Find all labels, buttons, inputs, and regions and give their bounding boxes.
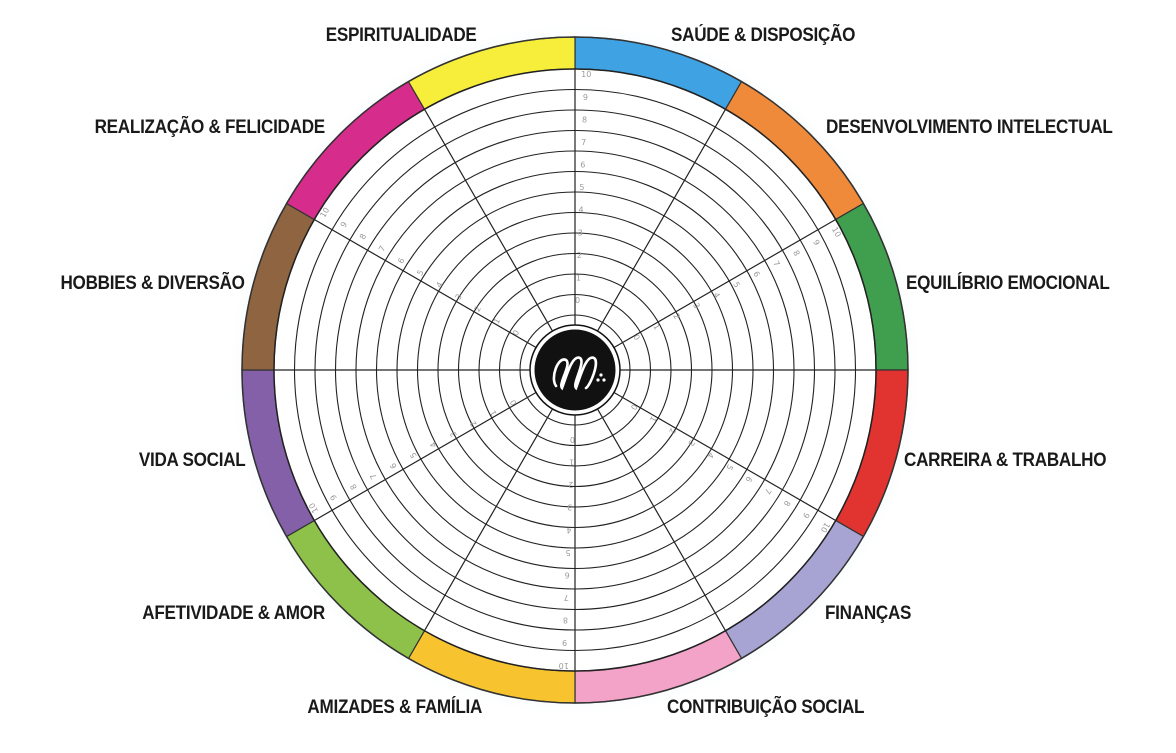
scale-number: 4 — [705, 451, 715, 460]
scale-number: 8 — [348, 482, 358, 491]
scale-number: 1 — [648, 415, 658, 424]
scale-number: 10 — [819, 521, 832, 534]
scale-number: 3 — [567, 503, 572, 512]
label-equilibrio: EQUILÍBRIO EMOCIONAL — [906, 273, 1110, 294]
scale-number: 4 — [578, 206, 583, 215]
scale-number: 2 — [667, 427, 677, 436]
scale-number: 7 — [763, 487, 773, 496]
scale-number: 2 — [568, 480, 573, 489]
scale-number: 1 — [492, 317, 502, 326]
scale-number: 0 — [629, 402, 639, 411]
scale-number: 3 — [448, 430, 458, 439]
scale-number: 1 — [488, 409, 498, 418]
scale-number: 10 — [581, 70, 591, 79]
spoke-5 — [596, 408, 727, 631]
label-contribuicao: CONTRIBUIÇÃO SOCIAL — [667, 697, 865, 718]
scale-number: 2 — [577, 251, 582, 260]
scale-number: 8 — [563, 616, 568, 625]
scale-number: 10 — [307, 501, 320, 514]
scale-number: 5 — [724, 463, 734, 472]
scale-number: 8 — [782, 499, 792, 508]
scale-number: 10 — [318, 206, 331, 219]
scale-number: 1 — [576, 273, 581, 282]
label-afetividade: AFETIVIDADE & AMOR — [142, 603, 325, 624]
scale-number: 7 — [377, 244, 387, 253]
scale-number: 7 — [368, 472, 378, 481]
label-desenvolvimento: DESENVOLVIMENTO INTELECTUAL — [826, 117, 1113, 138]
spoke-4 — [613, 391, 836, 522]
scale-number: 5 — [408, 451, 418, 460]
scale-number: 9 — [339, 220, 349, 229]
scale-number: 2 — [468, 419, 478, 428]
scale-number: 0 — [570, 435, 575, 444]
scale-number: 7 — [581, 138, 586, 147]
scale-number: 5 — [731, 280, 741, 289]
scale-number: 3 — [686, 439, 696, 448]
label-amizades: AMIZADES & FAMÍLIA — [307, 697, 482, 718]
scale-number: 6 — [396, 256, 406, 265]
center-logo — [529, 324, 621, 416]
scale-number: 6 — [580, 161, 585, 170]
spoke-11 — [423, 109, 554, 332]
scale-number: 6 — [743, 475, 753, 484]
spoke-1 — [596, 109, 727, 332]
scale-number: 1 — [651, 323, 661, 332]
scale-number: 9 — [328, 493, 338, 502]
scale-number: 7 — [564, 593, 569, 602]
spoke-2 — [613, 218, 836, 349]
spoke-7 — [423, 408, 554, 631]
scale-number: 5 — [579, 183, 584, 192]
scale-number: 4 — [711, 291, 721, 300]
segment-spokes — [274, 69, 876, 671]
label-espiritualidade: ESPIRITUALIDADE — [326, 25, 477, 46]
scale-number: 10 — [830, 225, 843, 238]
scale-number: 3 — [578, 228, 583, 237]
scale-number: 4 — [434, 280, 444, 289]
scale-number: 8 — [358, 232, 368, 241]
label-vida-social: VIDA SOCIAL — [138, 450, 245, 471]
scale-number: 4 — [566, 525, 571, 534]
scale-number: 6 — [565, 570, 570, 579]
label-hobbies: HOBBIES & DIVERSÃO — [60, 273, 245, 294]
scale-number: 7 — [771, 259, 781, 268]
scale-number: 1 — [569, 458, 574, 467]
scale-number: 0 — [511, 329, 521, 338]
label-financas: FINANÇAS — [825, 603, 912, 624]
scale-number: 2 — [473, 305, 483, 314]
scale-number: 2 — [671, 312, 681, 321]
scale-number: 5 — [415, 268, 425, 277]
scale-number: 9 — [801, 511, 811, 520]
scale-number: 8 — [582, 115, 587, 124]
scale-number: 3 — [691, 301, 701, 310]
label-saude: SAÚDE & DISPOSIÇÃO — [671, 25, 856, 46]
scale-number: 0 — [508, 398, 518, 407]
wheel-rim — [241, 36, 909, 704]
label-carreira: CARREIRA & TRABALHO — [904, 450, 1107, 471]
scale-number: 6 — [751, 270, 761, 279]
scale-number: 8 — [791, 249, 801, 258]
scale-number: 9 — [562, 638, 567, 647]
scale-number: 5 — [566, 548, 571, 557]
scale-number: 0 — [631, 333, 641, 342]
scale-number: 0 — [575, 296, 580, 305]
spoke-8 — [314, 391, 537, 522]
scale-number: 6 — [388, 461, 398, 470]
rim-outline — [241, 36, 909, 704]
scale-number: 10 — [559, 661, 569, 670]
scale-number: 4 — [428, 440, 438, 449]
label-realizacao: REALIZAÇÃO & FELICIDADE — [94, 117, 326, 138]
scale-number: 9 — [583, 93, 588, 102]
spoke-10 — [314, 218, 537, 349]
scale-number: 3 — [454, 292, 464, 301]
scale-numbers: 0123456789100123456789100123456789100123… — [307, 70, 843, 670]
scale-number: 9 — [811, 238, 821, 247]
